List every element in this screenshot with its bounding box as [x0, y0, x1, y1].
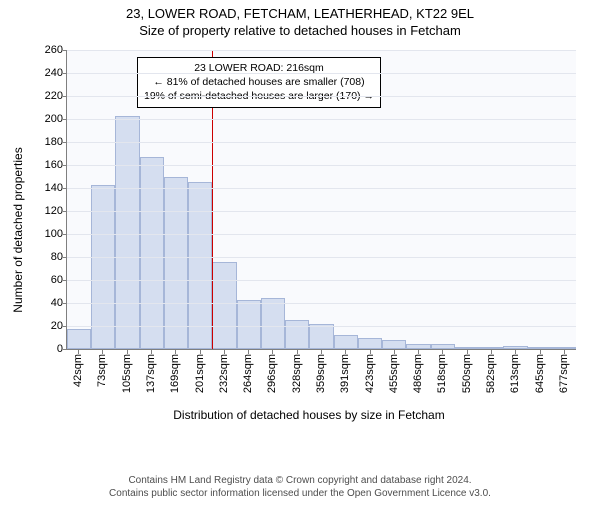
- x-tick-label: 42sqm: [72, 354, 84, 387]
- y-axis-label: Number of detached properties: [11, 147, 25, 312]
- y-tick-label: 180: [37, 136, 63, 148]
- y-tick-label: 160: [37, 159, 63, 171]
- histogram-bar: [237, 300, 261, 349]
- x-tick-label: 169sqm: [169, 354, 181, 393]
- page-title: 23, LOWER ROAD, FETCHAM, LEATHERHEAD, KT…: [0, 6, 600, 21]
- x-tick-label: 582sqm: [485, 354, 497, 393]
- x-tick-label: 232sqm: [218, 354, 230, 393]
- y-tick-label: 220: [37, 90, 63, 102]
- histogram-bar: [91, 185, 115, 349]
- histogram-bar: [552, 347, 576, 349]
- y-tick-label: 0: [37, 343, 63, 355]
- x-axis-label: Distribution of detached houses by size …: [36, 408, 582, 422]
- y-tick-label: 260: [37, 44, 63, 56]
- x-tick-label: 296sqm: [266, 354, 278, 393]
- y-tick-label: 200: [37, 113, 63, 125]
- y-tick-label: 20: [37, 320, 63, 332]
- x-tick-label: 455sqm: [388, 354, 400, 393]
- histogram-bar: [406, 344, 430, 349]
- histogram-bar: [212, 262, 236, 349]
- x-tick-label: 328sqm: [291, 354, 303, 393]
- histogram-bar: [285, 320, 309, 349]
- x-axis-ticks: 42sqm 73sqm 105sqm 137sqm 169sqm 201sqm 232sqm…: [66, 350, 576, 410]
- annotation-line: ← 81% of detached houses are smaller (70…: [144, 75, 374, 89]
- histogram-bar: [115, 116, 139, 349]
- x-tick-label: 645sqm: [534, 354, 546, 393]
- histogram-bar: [358, 338, 382, 350]
- page-subtitle: Size of property relative to detached ho…: [0, 23, 600, 38]
- x-tick-label: 677sqm: [558, 354, 570, 393]
- x-tick-label: 359sqm: [315, 354, 327, 393]
- y-tick-label: 140: [37, 182, 63, 194]
- x-tick-label: 201sqm: [194, 354, 206, 393]
- x-tick-label: 550sqm: [461, 354, 473, 393]
- histogram-bar: [188, 182, 212, 349]
- y-tick-label: 60: [37, 274, 63, 286]
- histogram-bar: [334, 335, 358, 349]
- footer: Contains HM Land Registry data © Crown c…: [0, 474, 600, 500]
- histogram-bar: [309, 324, 333, 349]
- histogram-bar: [67, 329, 91, 349]
- x-tick-label: 391sqm: [339, 354, 351, 393]
- histogram-bar: [503, 346, 527, 349]
- annotation-box: 23 LOWER ROAD: 216sqm ← 81% of detached …: [137, 57, 381, 108]
- footer-line: Contains HM Land Registry data © Crown c…: [0, 474, 600, 487]
- histogram-bar: [140, 157, 164, 349]
- plot-area: 23 LOWER ROAD: 216sqm ← 81% of detached …: [66, 50, 576, 350]
- histogram-bar: [261, 298, 285, 349]
- x-tick-label: 518sqm: [436, 354, 448, 393]
- x-tick-label: 264sqm: [242, 354, 254, 393]
- y-tick-label: 80: [37, 251, 63, 263]
- histogram-bar: [382, 340, 406, 349]
- x-tick-label: 73sqm: [96, 354, 108, 387]
- x-tick-label: 137sqm: [145, 354, 157, 393]
- x-tick-label: 486sqm: [412, 354, 424, 393]
- y-tick-label: 40: [37, 297, 63, 309]
- y-tick-label: 100: [37, 228, 63, 240]
- x-tick-label: 423sqm: [364, 354, 376, 393]
- histogram-bar: [528, 347, 552, 349]
- y-tick-label: 240: [37, 67, 63, 79]
- chart-container: Number of detached properties 23 LOWER R…: [36, 50, 582, 410]
- histogram-bar: [431, 344, 455, 349]
- y-tick-label: 120: [37, 205, 63, 217]
- histogram-bar: [455, 347, 479, 349]
- x-tick-label: 105sqm: [121, 354, 133, 393]
- x-tick-label: 613sqm: [509, 354, 521, 393]
- histogram-bar: [479, 347, 503, 349]
- histogram-bar: [164, 177, 188, 350]
- footer-line: Contains public sector information licen…: [0, 487, 600, 500]
